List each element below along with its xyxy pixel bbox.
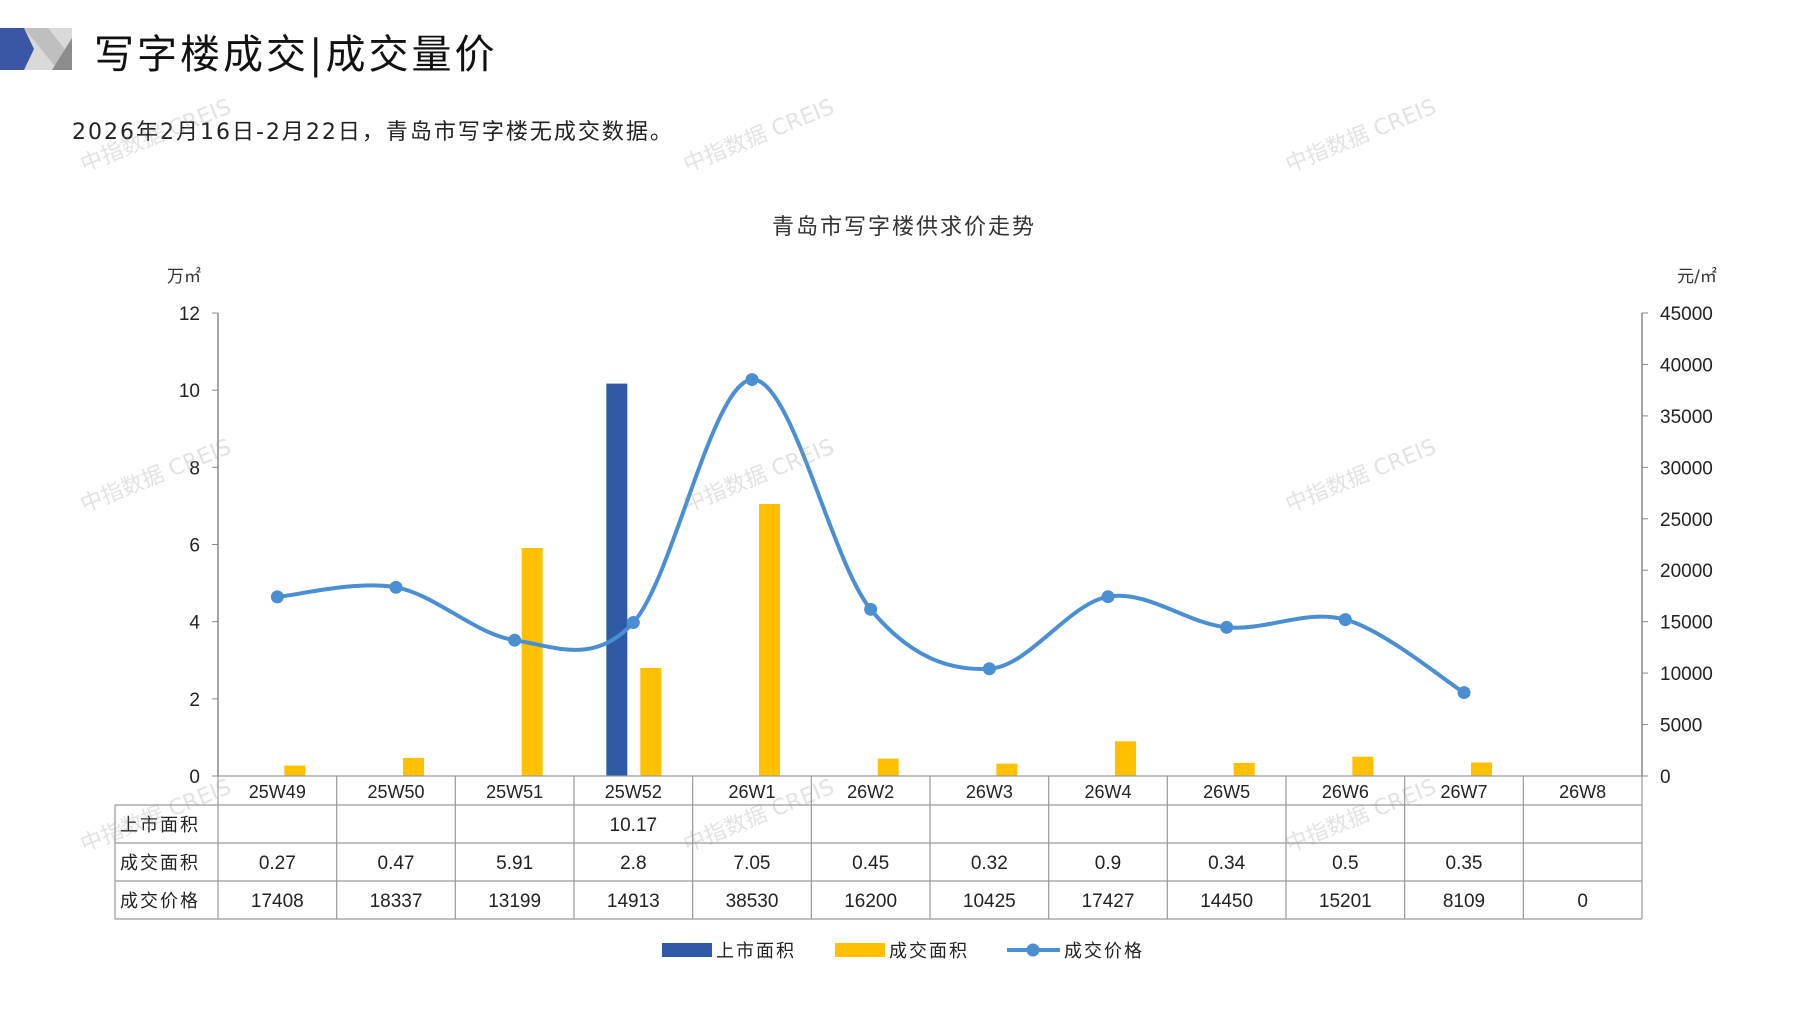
- table-cell: 10.17: [610, 815, 658, 836]
- point-deal-price: [864, 602, 878, 616]
- table-cell: 7.05: [734, 853, 771, 874]
- logo-mark: [0, 28, 72, 70]
- bar-deal-area: [640, 667, 662, 776]
- table-cell: 15201: [1319, 891, 1372, 912]
- line-deal-price: [277, 377, 1466, 695]
- bar-deal-area: [1115, 741, 1136, 776]
- table-cell: 5.91: [496, 853, 533, 874]
- table-cell: 16200: [844, 891, 897, 912]
- bar-deal-area: [759, 503, 780, 776]
- point-deal-price: [982, 662, 996, 676]
- table-cell: 38530: [726, 891, 779, 912]
- bar-deal-area: [1233, 762, 1255, 776]
- page-title: 写字楼成交|成交量价: [94, 32, 498, 78]
- table-cell: 17408: [251, 891, 304, 912]
- x-category-label: 26W3: [966, 782, 1013, 802]
- table-cell: 0.45: [852, 853, 889, 874]
- table-cell: 13199: [488, 891, 541, 912]
- bar-deal-area: [996, 763, 1018, 776]
- bar-deal-area: [403, 757, 424, 776]
- point-deal-price: [626, 616, 640, 630]
- x-category-label: 26W1: [728, 782, 775, 802]
- table-cell: 17427: [1082, 891, 1135, 912]
- legend-label-deal-price: 成交价格: [1064, 941, 1144, 962]
- legend-swatch-deal-area: [835, 943, 885, 957]
- table-row-header: 成交面积: [120, 853, 200, 874]
- legend-marker-deal-price: [1026, 943, 1040, 957]
- table-cell: 0.47: [378, 853, 415, 874]
- bar-deal-area: [284, 765, 306, 776]
- table-cell: 0.9: [1095, 853, 1121, 874]
- y-right-unit-label: 元/㎡: [1677, 267, 1717, 287]
- legend-swatch-supply-area: [662, 943, 712, 957]
- bar-deal-area: [877, 758, 899, 776]
- page-subtitle: 2026年2月16日-2月22日，青岛市写字楼无成交数据。: [72, 120, 674, 145]
- y-left-unit-label: 万㎡: [167, 267, 201, 287]
- y-left-tick-label: 6: [189, 536, 200, 557]
- bar-deal-area: [1471, 762, 1492, 776]
- table-cell: 0.5: [1332, 853, 1358, 874]
- point-deal-price: [508, 633, 522, 647]
- x-category-label: 26W7: [1440, 782, 1487, 802]
- table-row-header: 成交价格: [120, 891, 200, 912]
- legend-label-deal-area: 成交面积: [889, 941, 969, 962]
- y-right-tick-label: 35000: [1660, 407, 1713, 428]
- x-category-label: 26W5: [1203, 782, 1250, 802]
- y-right-tick-label: 45000: [1660, 304, 1713, 325]
- table-row-header: 上市面积: [120, 815, 200, 836]
- y-left-tick-label: 4: [189, 613, 200, 634]
- x-category-label: 25W51: [486, 782, 543, 802]
- y-right-tick-label: 20000: [1660, 561, 1713, 582]
- table-cell: 0.27: [259, 853, 296, 874]
- y-right-tick-label: 15000: [1660, 613, 1713, 634]
- point-deal-price: [389, 580, 403, 594]
- y-left-tick-label: 12: [179, 304, 200, 325]
- y-left-tick-label: 8: [189, 458, 200, 479]
- table-cell: 8109: [1443, 891, 1485, 912]
- point-deal-price: [1338, 613, 1352, 627]
- bar-deal-area: [521, 547, 543, 776]
- chart-title: 青岛市写字楼供求价走势: [772, 215, 1036, 240]
- y-right-tick-label: 0: [1660, 767, 1671, 788]
- y-left-tick-label: 10: [179, 381, 200, 402]
- point-deal-price: [1457, 686, 1471, 700]
- table-cell: 10425: [963, 891, 1016, 912]
- x-category-label: 25W52: [605, 782, 662, 802]
- point-deal-price: [1101, 590, 1115, 604]
- table-cell: 0.35: [1446, 853, 1483, 874]
- table-cell: 2.8: [620, 853, 646, 874]
- table-cell: 0.32: [971, 853, 1008, 874]
- y-right-tick-label: 40000: [1660, 355, 1713, 376]
- x-category-label: 26W6: [1322, 782, 1369, 802]
- point-deal-price: [745, 373, 759, 387]
- bar-deal-area: [1352, 756, 1374, 776]
- x-category-label: 25W50: [367, 782, 424, 802]
- y-left-tick-label: 0: [189, 767, 200, 788]
- x-category-label: 25W49: [249, 782, 306, 802]
- legend-label-supply-area: 上市面积: [716, 941, 796, 962]
- table-cell: 18337: [370, 891, 423, 912]
- bar-supply-area: [606, 383, 628, 776]
- table-cell: 14450: [1200, 891, 1253, 912]
- table-cell: 14913: [607, 891, 660, 912]
- x-category-label: 26W2: [847, 782, 894, 802]
- y-left-tick-label: 2: [189, 690, 200, 711]
- y-right-tick-label: 5000: [1660, 716, 1702, 737]
- point-deal-price: [270, 590, 284, 604]
- point-deal-price: [1220, 620, 1234, 634]
- x-category-label: 26W4: [1084, 782, 1131, 802]
- y-right-tick-label: 10000: [1660, 664, 1713, 685]
- x-category-label: 26W8: [1559, 782, 1606, 802]
- table-cell: 0.34: [1208, 853, 1245, 874]
- y-right-tick-label: 30000: [1660, 458, 1713, 479]
- y-right-tick-label: 25000: [1660, 510, 1713, 531]
- table-cell: 0: [1577, 891, 1588, 912]
